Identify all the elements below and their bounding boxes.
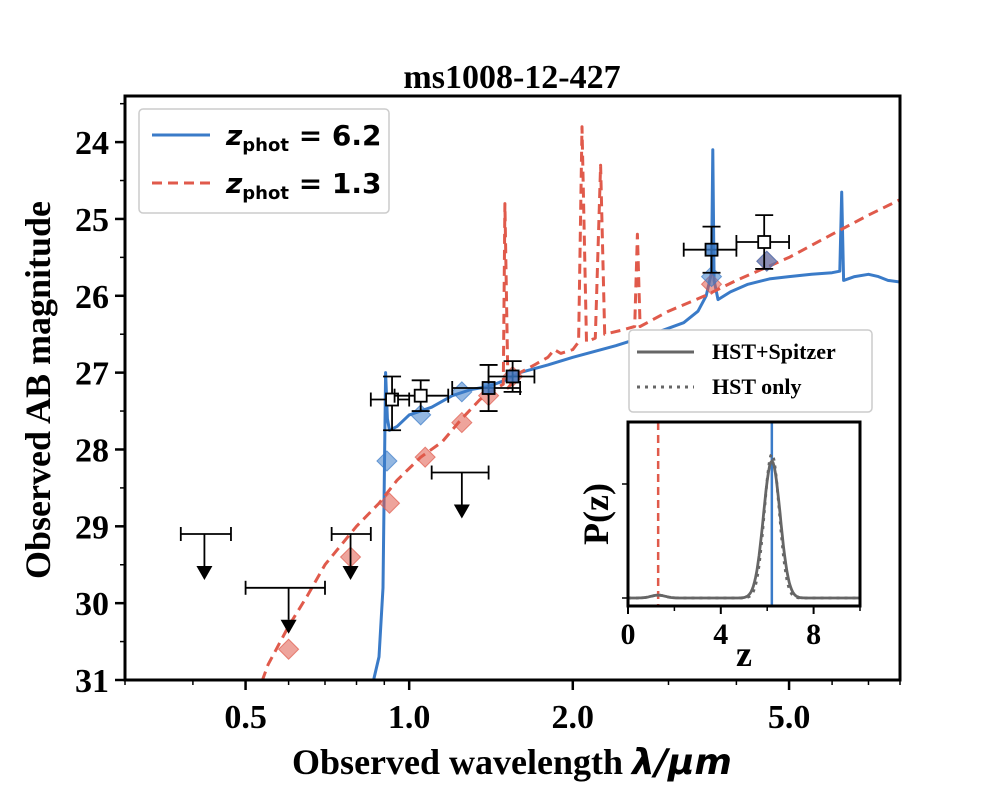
detection-marker xyxy=(481,381,496,395)
model-point-red-3 xyxy=(414,446,436,468)
series-line-0 xyxy=(371,148,900,680)
plot-area xyxy=(260,125,900,680)
inset-x-tick-label: 8 xyxy=(806,618,821,651)
upper-limit-arrow xyxy=(342,566,359,580)
y-tick-label: 29 xyxy=(75,509,109,546)
y-tick-label: 26 xyxy=(75,279,109,316)
detection-3 xyxy=(487,360,536,393)
detection-marker xyxy=(704,242,719,257)
inset-legend-label-dotted: HST only xyxy=(712,374,801,399)
legend: zphot = 6.2 zphot = 1.3 xyxy=(138,108,390,214)
upper-limit-arrow xyxy=(453,504,470,519)
y-axis-label: Observed AB magnitude xyxy=(18,201,58,579)
series-line-1 xyxy=(260,125,900,680)
detection-5 xyxy=(735,214,790,270)
plot-frame xyxy=(123,94,902,682)
x-axis-label: Observed wavelength λ/μm xyxy=(292,742,732,783)
upper-limit-arrow xyxy=(196,566,213,580)
upper-limit-arrow xyxy=(280,619,297,634)
detection-marker xyxy=(757,235,772,249)
model-point-blue-2 xyxy=(451,381,473,403)
axes-ticks: 24 25 26 27 28 29 30 31 0.5 1.0 2.0 5.0 xyxy=(75,102,901,736)
upper-limit-0 xyxy=(179,527,232,580)
x-tick-label: 1.0 xyxy=(388,699,431,736)
inset-x-tick-label: 4 xyxy=(713,618,728,651)
chart-title: ms1008-12-427 xyxy=(403,59,620,96)
y-tick-label: 24 xyxy=(75,125,109,162)
inset-legend-label-solid: HST+Spitzer xyxy=(712,339,836,364)
x-tick-label: 2.0 xyxy=(552,699,595,736)
upper-limit-3 xyxy=(430,465,490,519)
y-tick-label: 25 xyxy=(75,202,109,239)
detection-1 xyxy=(393,379,450,412)
upper-limit-2 xyxy=(330,527,372,580)
inset-y-label: P(z) xyxy=(576,483,616,545)
model-point-red-0 xyxy=(277,638,300,660)
legend-label-blue: zphot = 6.2 xyxy=(225,119,382,156)
detection-marker xyxy=(505,369,520,384)
y-tick-label: 30 xyxy=(75,586,109,623)
upper-limit-1 xyxy=(244,580,326,634)
inset-legend: HST+Spitzer HST only xyxy=(628,329,873,413)
inset-frame xyxy=(626,420,862,608)
detection-marker xyxy=(413,388,428,403)
y-tick-label: 31 xyxy=(75,663,109,700)
inset-x-tick-label: 0 xyxy=(621,618,636,651)
inset-curve-hst-spitzer xyxy=(628,459,860,600)
x-tick-label: 0.5 xyxy=(224,699,267,736)
x-axis-label-symbol: λ/μm xyxy=(630,742,732,783)
x-tick-label: 5.0 xyxy=(768,699,811,736)
model-point-blue-0 xyxy=(376,450,398,472)
x-axis-label-text: Observed wavelength xyxy=(292,742,632,782)
model-point-red-4 xyxy=(451,411,473,434)
data-markers xyxy=(179,214,790,660)
inset-background xyxy=(628,422,860,606)
model-point-red-2 xyxy=(378,492,401,514)
model-point-blue-4 xyxy=(756,250,778,272)
y-tick-label: 27 xyxy=(75,356,109,393)
detection-4 xyxy=(682,225,738,274)
y-tick-label: 28 xyxy=(75,432,109,469)
legend-label-red: zphot = 1.3 xyxy=(225,167,382,204)
inset-pz-plot: 0 4 8 z P(z) xyxy=(576,420,862,674)
inset-x-label: z xyxy=(736,634,752,674)
